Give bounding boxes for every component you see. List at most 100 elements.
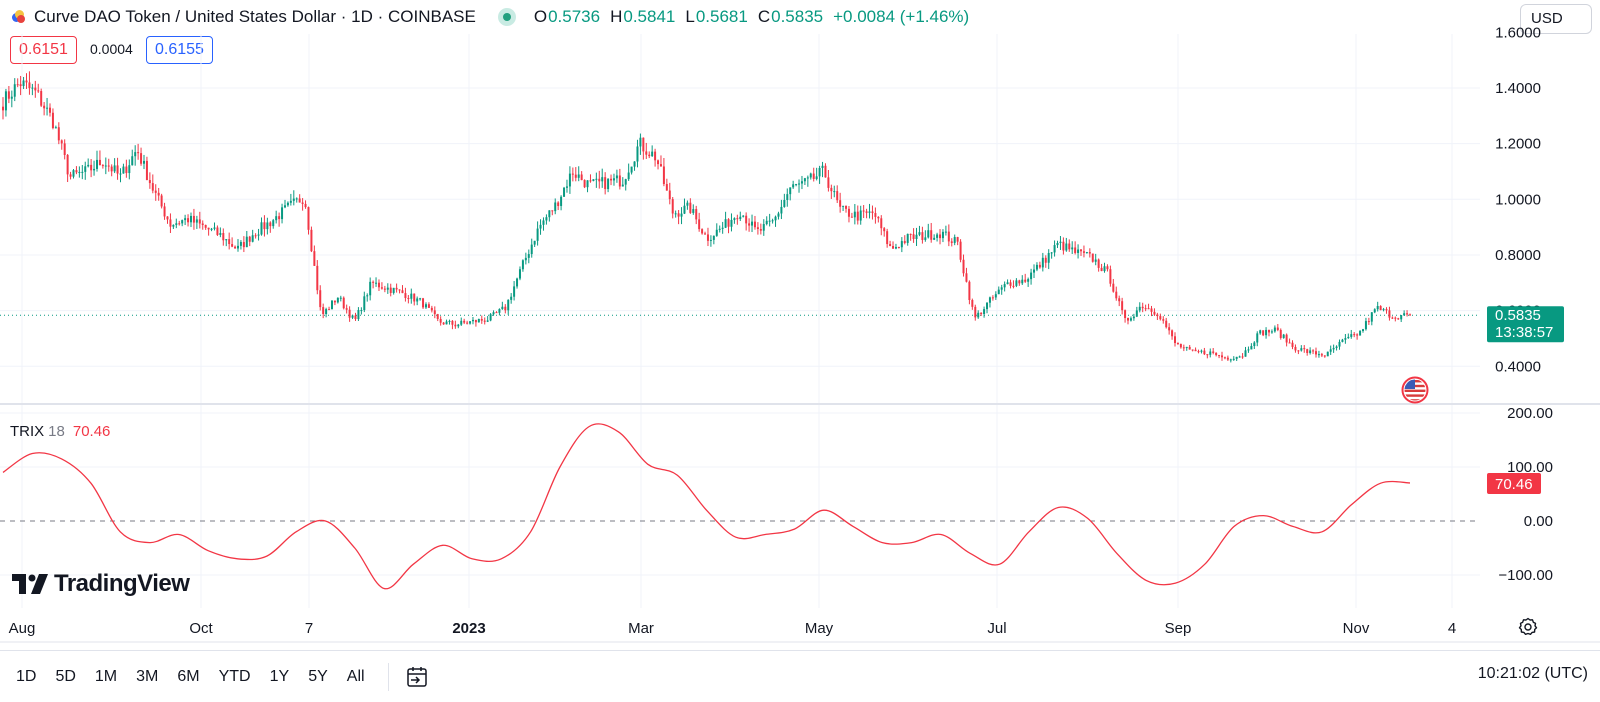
candle-body <box>310 229 313 252</box>
candle <box>1385 307 1388 314</box>
candle <box>894 243 897 250</box>
candle-body <box>339 297 342 299</box>
candle <box>736 214 739 225</box>
candle <box>677 210 680 225</box>
candle-body <box>936 234 939 238</box>
candle <box>383 285 386 293</box>
candle-body <box>154 190 157 193</box>
candle <box>595 172 598 188</box>
candle <box>610 174 613 186</box>
trix-tick-label: 0.00 <box>1524 513 1553 530</box>
tradingview-logo[interactable]: TradingView <box>12 570 190 598</box>
candle-body <box>207 227 210 230</box>
candle-body <box>630 166 633 173</box>
candle-body <box>1306 349 1309 353</box>
candle-body <box>269 222 272 227</box>
time-axis[interactable]: Aug Oct 7 2023 Mar May Jul Sep Nov 4 <box>9 620 1457 637</box>
candle-body <box>187 218 190 223</box>
range-5d-button[interactable]: 5D <box>55 667 76 685</box>
candle <box>69 171 72 180</box>
candle <box>1071 241 1074 254</box>
candle-body <box>160 195 163 207</box>
candle-body <box>386 287 389 290</box>
candle-body <box>1388 310 1391 318</box>
candle-body <box>513 286 516 297</box>
candle <box>695 205 698 225</box>
candle <box>492 310 495 316</box>
candle-body <box>798 183 801 185</box>
candle <box>1397 317 1400 320</box>
price-axis[interactable]: 1.60001.40001.20001.00000.80000.60000.40… <box>1495 24 1553 584</box>
candle-body <box>712 235 715 240</box>
range-1d-button[interactable]: 1D <box>16 667 37 685</box>
ohlc-open-value: 0.5736 <box>548 7 601 26</box>
candle-body <box>683 205 686 214</box>
candle <box>372 280 375 289</box>
candle <box>950 238 953 247</box>
candle <box>900 237 903 253</box>
candle-body <box>621 184 624 187</box>
currency-select[interactable]: USD <box>1520 4 1592 34</box>
candle-body <box>328 309 331 311</box>
candle <box>862 205 865 219</box>
buy-price-button[interactable]: 0.6155 <box>146 36 213 64</box>
candle-body <box>689 202 692 213</box>
candle <box>328 306 331 311</box>
candle-body <box>1068 243 1071 250</box>
candle-body <box>1109 269 1112 284</box>
candle-body <box>748 223 751 226</box>
range-3m-button[interactable]: 3M <box>136 667 159 685</box>
range-ytd-button[interactable]: YTD <box>218 667 251 685</box>
candle-body <box>950 241 953 243</box>
candle <box>1200 349 1203 354</box>
symbol-title[interactable]: Curve DAO Token / United States Dollar ·… <box>34 7 476 26</box>
candle <box>933 234 936 241</box>
candle-body <box>1367 321 1370 323</box>
trix-legend[interactable]: TRIX 18 70.46 <box>10 423 110 440</box>
candle <box>254 233 257 239</box>
candle <box>298 194 301 203</box>
candle-body <box>545 217 548 221</box>
range-1y-button[interactable]: 1Y <box>269 667 290 685</box>
candle <box>116 157 119 180</box>
candle-body <box>1312 350 1315 352</box>
price-tick-label: 1.6000 <box>1495 24 1541 41</box>
candle-body <box>25 80 28 83</box>
price-chart[interactable]: 1.60001.40001.20001.00000.80000.60000.40… <box>0 0 1600 650</box>
sell-price-button[interactable]: 0.6151 <box>10 36 77 64</box>
us-flag-icon[interactable] <box>1400 376 1430 404</box>
range-6m-button[interactable]: 6M <box>177 667 200 685</box>
calendar-goto-icon[interactable] <box>405 665 429 689</box>
candle-body <box>1112 283 1115 292</box>
candle <box>1344 334 1347 344</box>
candle <box>1182 344 1185 352</box>
candle <box>1000 284 1003 295</box>
candle <box>510 293 513 304</box>
candle <box>260 217 263 236</box>
settings-gear-icon[interactable] <box>1518 617 1538 637</box>
candle <box>941 229 944 243</box>
candle <box>239 240 242 250</box>
candle <box>439 316 442 326</box>
candle-body <box>307 207 310 230</box>
candle <box>762 219 765 236</box>
candle-body <box>645 151 648 155</box>
candle-body <box>489 314 492 321</box>
candle-body <box>342 297 345 309</box>
candle <box>897 246 900 249</box>
candle <box>912 228 915 243</box>
candle <box>392 287 395 295</box>
candle-body <box>1194 349 1197 352</box>
candle-body <box>563 187 566 197</box>
range-all-button[interactable]: All <box>346 667 365 685</box>
candle <box>98 150 101 166</box>
candle <box>839 192 842 213</box>
candle <box>169 213 172 233</box>
trix-tick-label: 200.00 <box>1507 405 1553 422</box>
candle-body <box>1080 249 1083 252</box>
utc-clock[interactable]: 10:21:02 (UTC) <box>1477 665 1588 682</box>
candle-body <box>40 91 43 106</box>
range-1m-button[interactable]: 1M <box>94 667 118 685</box>
candle <box>13 78 16 102</box>
range-5y-button[interactable]: 5Y <box>308 667 328 685</box>
